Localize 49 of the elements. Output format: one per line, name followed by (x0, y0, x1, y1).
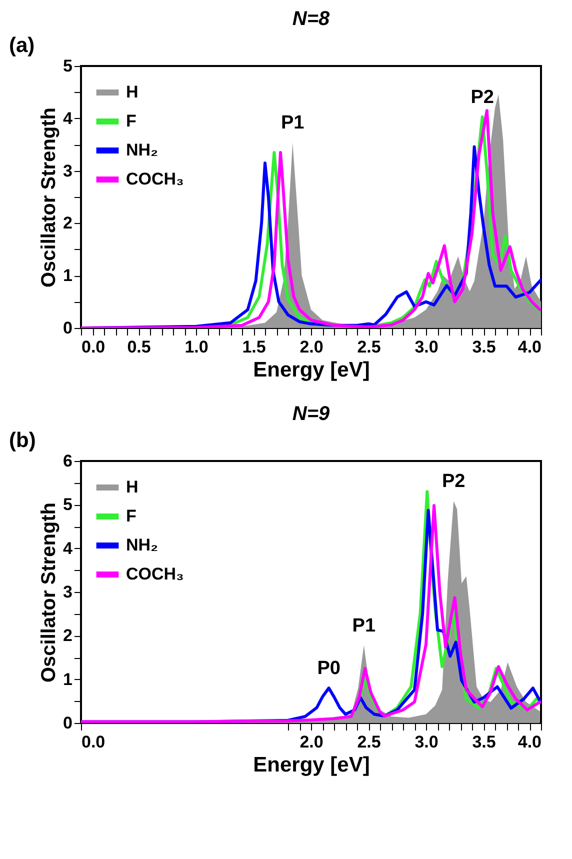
x-tick-label: 2.5 (357, 338, 381, 356)
legend-label: COCH₃ (126, 564, 184, 584)
y-tick-label: 1 (63, 670, 72, 689)
legend-label: H (126, 478, 138, 496)
x-axis-title: Energy [eV] (253, 754, 370, 776)
x-tick-label: 2.5 (357, 732, 381, 752)
legend-label: NH₂ (126, 536, 158, 554)
y-tick-label: 4 (63, 108, 74, 128)
y-tick-label: 3 (63, 161, 72, 180)
y-tick-label: 1 (63, 266, 72, 286)
annotation: P0 (317, 658, 340, 680)
y-axis-title: Oscillator Strength (38, 107, 60, 288)
x-tick-label: 0.5 (127, 338, 151, 356)
x-tick-label: 4.0 (518, 732, 542, 752)
y-tick-label: 3 (63, 582, 72, 602)
y-axis-title: Oscillator Strength (38, 502, 60, 683)
x-tick-label: 2.0 (300, 338, 324, 356)
x-tick-label: 3.0 (414, 338, 438, 356)
x-tick-label: 4.0 (518, 338, 542, 356)
legend-label: F (126, 506, 136, 526)
x-tick-label: 3.5 (472, 338, 496, 356)
annotation: P1 (352, 615, 376, 636)
y-tick-label: 6 (63, 452, 72, 470)
text: (b) (9, 429, 36, 452)
x-tick-label: 0.0 (82, 732, 106, 752)
x-tick-label: 0.0 (82, 338, 106, 356)
legend-label: H (126, 82, 138, 102)
legend-label: NH₂ (126, 140, 158, 160)
annotation: P2 (442, 471, 466, 492)
annotation: P2 (470, 86, 494, 108)
x-tick-label: 3.5 (472, 732, 496, 752)
y-tick-label: 2 (63, 626, 72, 646)
y-tick-label: 0 (63, 714, 72, 732)
x-axis-title: Energy [eV] (253, 358, 370, 382)
y-tick-label: 0 (63, 318, 72, 338)
legend-label: COCH₃ (126, 170, 184, 188)
y-tick-label: 5 (63, 56, 72, 76)
x-tick-label: 1.0 (184, 338, 208, 356)
x-tick-label: 1.5 (242, 338, 266, 356)
y-tick-label: 4 (63, 538, 74, 558)
chart-title: N=9 (292, 403, 330, 425)
text: (a) (9, 34, 35, 57)
legend-label: F (126, 112, 136, 130)
x-tick-label: 2.0 (300, 732, 324, 752)
y-tick-label: 2 (63, 214, 72, 233)
chart-title: N=8 (292, 8, 330, 30)
y-tick-label: 5 (63, 495, 72, 514)
x-tick-label: 3.0 (414, 732, 438, 752)
annotation: P1 (280, 112, 305, 134)
